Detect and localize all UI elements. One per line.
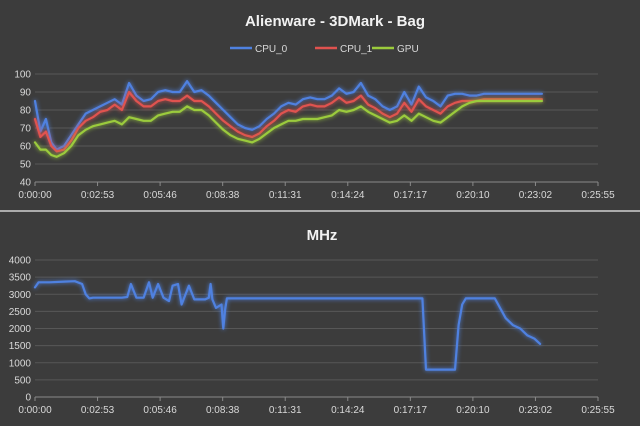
legend-label: GPU bbox=[397, 44, 419, 55]
y-tick-label: 40 bbox=[20, 178, 32, 189]
legend-item: GPU bbox=[372, 44, 419, 55]
x-tick-label: 0:23:02 bbox=[519, 405, 553, 416]
y-tick-label: 80 bbox=[20, 106, 32, 117]
y-tick-label: 500 bbox=[14, 375, 31, 386]
temperature-chart: Alienware - 3DMark - Bag CPU_0 CPU_1 GPU 4… bbox=[14, 13, 615, 201]
legend-label: CPU_0 bbox=[255, 44, 288, 55]
legend-item: CPU_1 bbox=[315, 44, 373, 55]
y-tick-label: 50 bbox=[20, 160, 32, 171]
y-tick-label: 2500 bbox=[9, 307, 32, 318]
x-tick-label: 0:05:46 bbox=[143, 405, 177, 416]
y-axis: 40 50 60 70 80 90 100 bbox=[14, 70, 31, 189]
legend: CPU_0 CPU_1 GPU bbox=[230, 44, 419, 55]
grid bbox=[35, 73, 598, 183]
x-tick-label: 0:25:55 bbox=[581, 190, 615, 201]
y-tick-label: 3500 bbox=[9, 273, 32, 284]
y-tick-label: 90 bbox=[20, 88, 32, 99]
x-tick-label: 0:25:55 bbox=[581, 405, 615, 416]
x-tick-label: 0:14:24 bbox=[331, 190, 365, 201]
y-tick-label: 100 bbox=[14, 70, 31, 81]
y-tick-label: 1500 bbox=[9, 341, 32, 352]
frequency-chart: MHz 0 500 1000 1500 2000 2500 3000 3500 4000 0:0… bbox=[9, 227, 615, 416]
legend-label: CPU_1 bbox=[340, 44, 373, 55]
x-tick-label: 0:11:31 bbox=[269, 190, 302, 201]
x-axis: 0:00:00 0:02:53 0:05:46 0:08:38 0:11:31 0:14:… bbox=[18, 397, 615, 416]
series-group bbox=[33, 280, 542, 371]
x-tick-label: 0:17:17 bbox=[394, 405, 428, 416]
y-tick-label: 0 bbox=[25, 393, 31, 404]
grid bbox=[35, 259, 598, 398]
chart-title: Alienware - 3DMark - Bag bbox=[245, 13, 425, 30]
x-tick-label: 0:00:00 bbox=[18, 405, 52, 416]
series-line-cpu-1 bbox=[33, 90, 544, 153]
y-tick-label: 2000 bbox=[9, 324, 32, 335]
x-tick-label: 0:08:38 bbox=[206, 405, 240, 416]
x-tick-label: 0:05:46 bbox=[143, 190, 177, 201]
chart-title: MHz bbox=[307, 227, 338, 244]
series-group bbox=[33, 80, 544, 158]
series-line-mhz bbox=[33, 280, 542, 371]
x-tick-label: 0:11:31 bbox=[269, 405, 302, 416]
x-tick-label: 0:14:24 bbox=[331, 405, 365, 416]
x-tick-label: 0:02:53 bbox=[81, 405, 115, 416]
y-tick-label: 3000 bbox=[9, 290, 32, 301]
legend-item: CPU_0 bbox=[230, 44, 288, 55]
series-line-gpu bbox=[33, 99, 544, 158]
y-tick-label: 4000 bbox=[9, 256, 32, 267]
x-tick-label: 0:23:02 bbox=[519, 190, 553, 201]
x-tick-label: 0:02:53 bbox=[81, 190, 115, 201]
x-tick-label: 0:00:00 bbox=[18, 190, 52, 201]
y-tick-label: 1000 bbox=[9, 358, 32, 369]
series-line-cpu-0 bbox=[33, 80, 544, 151]
y-tick-label: 60 bbox=[20, 142, 32, 153]
x-tick-label: 0:17:17 bbox=[394, 190, 428, 201]
y-tick-label: 70 bbox=[20, 124, 32, 135]
x-tick-label: 0:20:10 bbox=[456, 190, 490, 201]
x-tick-label: 0:20:10 bbox=[456, 405, 490, 416]
x-tick-label: 0:08:38 bbox=[206, 190, 240, 201]
y-axis: 0 500 1000 1500 2000 2500 3000 3500 4000 bbox=[9, 256, 32, 404]
x-axis: 0:00:00 0:02:53 0:05:46 0:08:38 0:11:31 0:14:… bbox=[18, 182, 615, 201]
